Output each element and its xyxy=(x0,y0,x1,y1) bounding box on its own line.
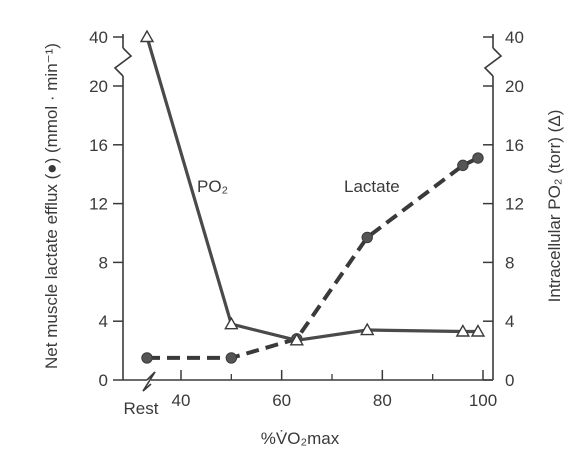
po2-point xyxy=(139,29,155,43)
lactate-point xyxy=(225,352,238,364)
series-line-lactate xyxy=(147,156,479,360)
lactate-point xyxy=(472,152,484,164)
left-axis-break xyxy=(113,47,133,77)
lactate-point xyxy=(361,231,373,244)
left-tick-label: 20 xyxy=(89,77,108,96)
right-tick-label: 40 xyxy=(505,28,524,47)
x-tick-label: 80 xyxy=(373,391,392,410)
lactate-annotation: Lactate xyxy=(344,177,400,196)
left-tick-label: 4 xyxy=(99,312,108,331)
x-ticks: 40 60 80 100 Rest xyxy=(124,370,497,418)
po2-point xyxy=(470,324,486,337)
right-axis-label: Intracellular PO₂ (torr) (Δ) xyxy=(545,110,564,303)
left-tick-label: 12 xyxy=(89,195,108,214)
right-tick-label: 0 xyxy=(505,371,514,390)
x-axis-break xyxy=(142,371,156,392)
right-tick-label: 16 xyxy=(505,136,524,155)
left-ticks: 0 4 8 12 16 20 40 xyxy=(89,28,123,390)
right-axis-break xyxy=(483,47,503,77)
series-layer xyxy=(139,29,486,364)
x-axis-label: %V̇O₂max xyxy=(261,429,340,448)
po2-point xyxy=(360,322,375,336)
left-axis-label: Net muscle lactate efflux (●) (mmol · mi… xyxy=(42,43,61,369)
lactate-point xyxy=(141,352,153,364)
lactate-point xyxy=(457,159,469,172)
left-tick-label: 0 xyxy=(99,371,108,390)
po2-point xyxy=(455,324,471,337)
left-tick-label: 40 xyxy=(89,28,108,47)
x-tick-label: 60 xyxy=(272,391,291,410)
right-tick-label: 8 xyxy=(505,253,514,272)
left-tick-label: 8 xyxy=(99,253,108,272)
po2-point xyxy=(224,316,239,330)
x-rest-label: Rest xyxy=(124,399,159,418)
right-ticks: 0 4 8 12 16 20 40 xyxy=(483,28,524,390)
right-tick-label: 4 xyxy=(505,312,514,331)
x-tick-label: 40 xyxy=(172,391,191,410)
left-tick-label: 16 xyxy=(89,136,108,155)
right-tick-label: 20 xyxy=(505,77,524,96)
po2-annotation: PO₂ xyxy=(197,177,228,196)
right-tick-label: 12 xyxy=(505,195,524,214)
x-tick-label: 100 xyxy=(469,391,497,410)
axes xyxy=(113,34,503,392)
po2-point xyxy=(289,332,304,346)
